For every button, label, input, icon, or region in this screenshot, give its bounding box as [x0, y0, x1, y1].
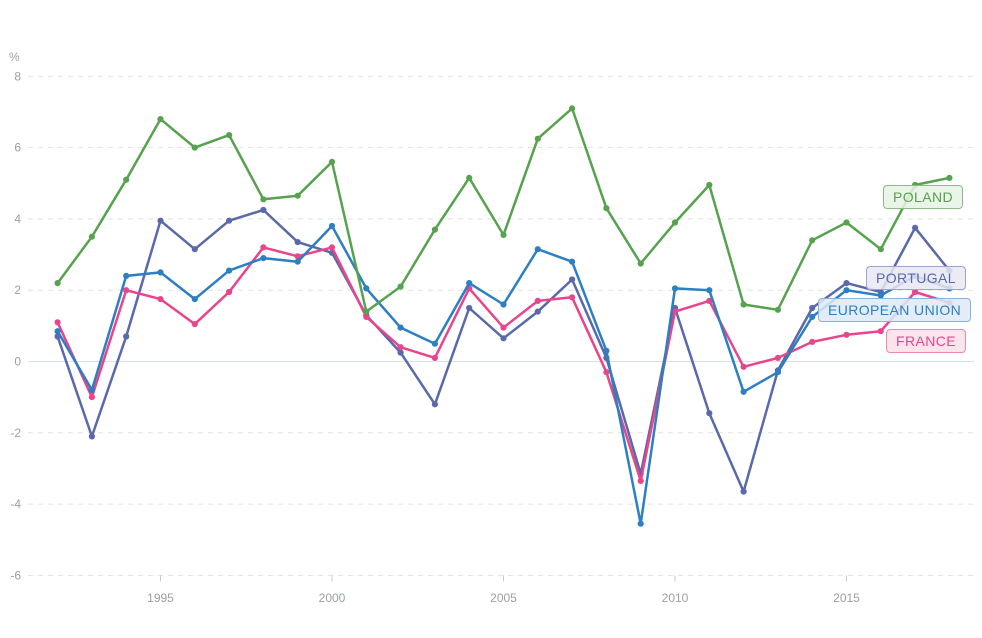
x-axis-tick-label: 1995	[147, 591, 174, 605]
x-axis-tick-label: 2015	[833, 591, 860, 605]
series-france	[54, 244, 953, 484]
y-axis-tick-label: 4	[14, 212, 21, 226]
y-axis-tick-label: 0	[14, 355, 21, 369]
x-axis-tick-label: 2000	[319, 591, 346, 605]
x-axis-tick-label: 2010	[662, 591, 689, 605]
series-label-france: FRANCE	[886, 329, 966, 353]
y-axis-tick-label: 2	[14, 283, 21, 297]
y-axis-tick-label: -2	[10, 426, 21, 440]
series-portugal	[54, 206, 953, 495]
series-label-european-union: EUROPEAN UNION	[818, 298, 972, 322]
y-axis-tick-label: -4	[10, 497, 21, 511]
y-axis-tick-label: 6	[14, 141, 21, 155]
series-label-portugal: PORTUGAL	[866, 266, 966, 290]
y-axis-tick-label: 8	[14, 69, 21, 83]
x-axis-tick-label: 2005	[490, 591, 517, 605]
series-european-union	[54, 222, 953, 527]
y-axis-unit-label: %	[9, 50, 20, 64]
series-poland	[54, 105, 953, 315]
y-axis-tick-label: -6	[10, 568, 21, 582]
series-label-poland: POLAND	[883, 185, 963, 209]
